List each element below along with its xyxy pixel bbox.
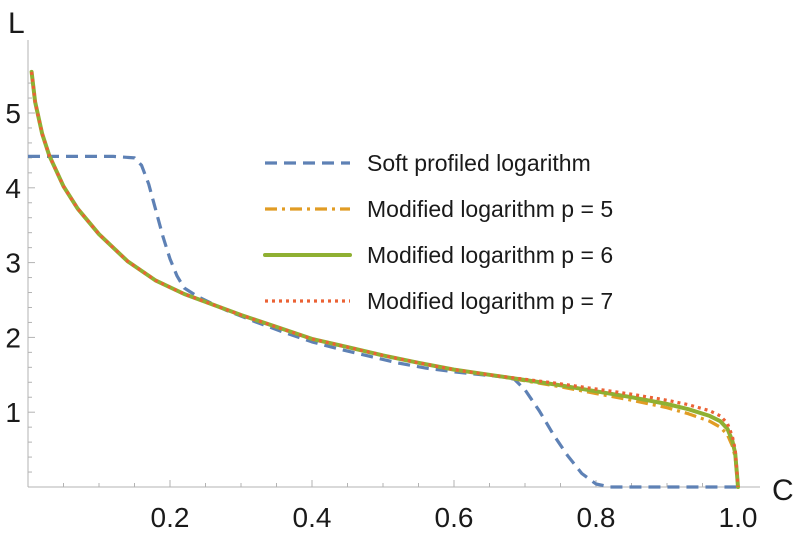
y-tick-label: 5 xyxy=(5,98,21,129)
x-tick-label: 0.8 xyxy=(577,502,616,533)
y-tick-label: 1 xyxy=(5,397,21,428)
y-tick-label: 3 xyxy=(5,248,21,279)
x-tick-label: 0.2 xyxy=(151,502,190,533)
y-tick-label: 4 xyxy=(5,173,21,204)
series-lines xyxy=(28,69,740,489)
series-line-2 xyxy=(30,71,740,488)
legend-label-2: Modified logarithm p = 5 xyxy=(367,196,613,222)
legend-label-4: Modified logarithm p = 7 xyxy=(367,288,613,314)
legend: Soft profiled logarithm Modified logarith… xyxy=(263,150,613,314)
x-tick-label: 0.6 xyxy=(435,502,474,533)
legend-label-1: Soft profiled logarithm xyxy=(367,150,591,176)
legend-label-3: Modified logarithm p = 6 xyxy=(367,242,613,268)
x-tick-label: 1.0 xyxy=(719,502,758,533)
series-line-4 xyxy=(30,71,740,488)
series-line-3 xyxy=(29,69,740,489)
x-axis-label: C xyxy=(772,474,794,507)
y-axis-label: L xyxy=(8,7,25,40)
y-tick-label: 2 xyxy=(5,322,21,353)
ticks: 0.2 0.4 0.6 0.8 1.0 1 2 3 4 5 xyxy=(5,82,758,533)
x-tick-label: 0.4 xyxy=(293,502,332,533)
